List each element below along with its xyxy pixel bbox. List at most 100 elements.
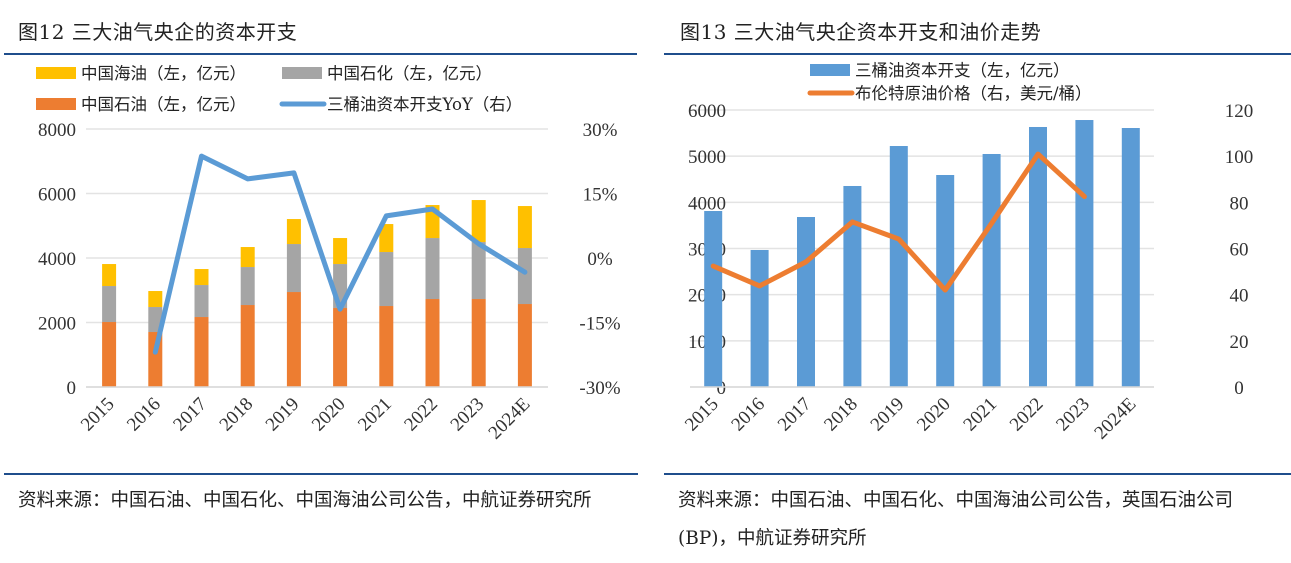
bar-segment-b (194, 285, 209, 318)
y-left-tick-label: 6000 (38, 185, 76, 206)
y-left-tick-label: 6000 (688, 101, 726, 122)
y-left-tick-label: 0 (67, 378, 77, 399)
legend-color-swatch (36, 67, 76, 79)
legend-color-swatch (36, 98, 76, 110)
x-tick-label: 2019 (867, 394, 909, 436)
bar-segment-c (517, 206, 532, 249)
legend-label: 中国石油（左，亿元） (81, 95, 246, 114)
y-right-tick-label: 40 (1230, 286, 1249, 307)
figure-12-title: 图12 三大油气央企的资本开支 (18, 20, 298, 44)
bar-segment-a (333, 308, 348, 387)
x-tick-label: 2020 (913, 394, 955, 436)
bar-segment-a (1029, 126, 1047, 388)
x-tick-label: 2015 (77, 394, 119, 436)
y-right-tick-label: 0 (1234, 378, 1244, 399)
y-right-tick-label: 100 (1225, 147, 1254, 168)
legend-color-swatch (282, 67, 322, 79)
x-tick-label: 2017 (774, 394, 816, 436)
legend-label: 三桶油资本开支YoY（右） (327, 95, 522, 114)
bar-segment-a (194, 317, 209, 387)
x-tick-label: 2021 (354, 394, 396, 436)
x-tick-label: 2018 (216, 394, 258, 436)
x-tick-label: 2022 (400, 394, 442, 436)
bar-segment-a (1121, 128, 1140, 387)
bar-segment-a (286, 292, 301, 387)
bar-segment-b (240, 267, 255, 306)
figure-12-source: 资料来源：中国石油、中国石化、中国海油公司公告，中航证券研究所 (18, 490, 592, 511)
x-tick-label: 2015 (681, 394, 723, 436)
legend-label: 中国石化（左，亿元） (327, 64, 492, 83)
figure-13-panel: 图13 三大油气央企资本开支和油价走势 01000200030004000500… (664, 0, 1291, 563)
figure-12-bottom-rule (4, 473, 638, 475)
bar-segment-a (797, 217, 815, 387)
figure-13-top-rule (664, 53, 1291, 55)
bar-segment-c (148, 291, 163, 308)
bar-segment-a (517, 304, 532, 387)
x-tick-label: 2024E (485, 394, 535, 444)
figure-13-source: 资料来源：中国石油、中国石化、中国海油公司公告，英国石油公司(BP)，中航证券研… (678, 490, 1234, 549)
y-right-tick-label: 20 (1230, 332, 1249, 353)
bar-segment-b (286, 244, 301, 293)
bar-segment-a (843, 185, 862, 387)
bar-segment-a (240, 305, 255, 387)
x-tick-label: 2023 (1052, 394, 1094, 436)
x-tick-label: 2023 (447, 394, 489, 436)
bar-segment-b (379, 252, 394, 307)
y-left-tick-label: 4000 (38, 249, 76, 270)
bar-segment-b (517, 248, 532, 305)
bar-segment-c (194, 269, 209, 286)
figure-13-title: 图13 三大油气央企资本开支和油价走势 (680, 20, 1042, 44)
figure-12-panel: 图12 三大油气央企的资本开支 0 2000 4000 6000 8000 -30% -15… (0, 0, 640, 563)
bar-segment-b (471, 242, 486, 300)
x-tick-label: 2022 (1006, 394, 1048, 436)
bar-segment-a (982, 153, 1001, 387)
y-right-tick-label: 0% (587, 249, 613, 270)
figure-13-chart: 0100020003000400050006000020406080100120… (681, 61, 1254, 444)
bar-segment-c (240, 247, 255, 268)
x-tick-label: 2024E (1090, 394, 1140, 444)
figure-13-bottom-rule (664, 473, 1291, 475)
bar-segment-a (750, 249, 769, 387)
y-right-tick-label: 30% (583, 120, 618, 141)
bar-segment-a (1075, 120, 1094, 388)
x-tick-label: 2019 (262, 394, 304, 436)
bar-segment-c (333, 238, 348, 265)
x-tick-label: 2018 (820, 394, 862, 436)
bar-segment-a (889, 146, 908, 387)
y-left-tick-label: 8000 (38, 120, 76, 141)
y-right-tick-label: 15% (583, 185, 618, 206)
x-tick-label: 2021 (959, 394, 1001, 436)
legend-label: 中国海油（左，亿元） (81, 64, 246, 83)
bar-segment-b (148, 307, 163, 333)
y-left-tick-label: 4000 (688, 193, 726, 214)
bar-segment-a (936, 175, 955, 387)
y-left-tick-label: 5000 (688, 147, 726, 168)
y-left-tick-label: 2000 (38, 314, 76, 335)
bar-segment-c (286, 219, 301, 245)
x-tick-label: 2017 (169, 394, 211, 436)
y-left-tick-label: 0 (717, 378, 727, 399)
x-tick-label: 2016 (727, 394, 769, 436)
legend-color-swatch (810, 64, 850, 76)
y-right-tick-label: 60 (1230, 240, 1249, 261)
figure-12-top-rule (4, 53, 637, 55)
x-tick-label: 2020 (308, 394, 350, 436)
bar-segment-a (102, 322, 117, 387)
bar-segment-b (425, 238, 440, 300)
legend-label: 布伦特原油价格（右，美元/桶） (855, 84, 1092, 103)
bar-segment-a (471, 299, 486, 387)
legend-label: 三桶油资本开支（左，亿元） (855, 61, 1070, 80)
bar-segment-a (379, 306, 394, 387)
y-right-tick-label: -15% (579, 314, 620, 335)
bar-segment-b (102, 286, 117, 323)
bar-segment-a (704, 211, 723, 387)
y-right-tick-label: 120 (1225, 101, 1254, 122)
y-right-tick-label: -30% (579, 378, 620, 399)
x-tick-label: 2016 (123, 394, 165, 436)
y-right-tick-label: 80 (1230, 193, 1249, 214)
bar-segment-c (379, 224, 394, 253)
bar-segment-c (471, 200, 486, 243)
bar-segment-c (102, 264, 117, 287)
bar-segment-a (425, 299, 440, 387)
